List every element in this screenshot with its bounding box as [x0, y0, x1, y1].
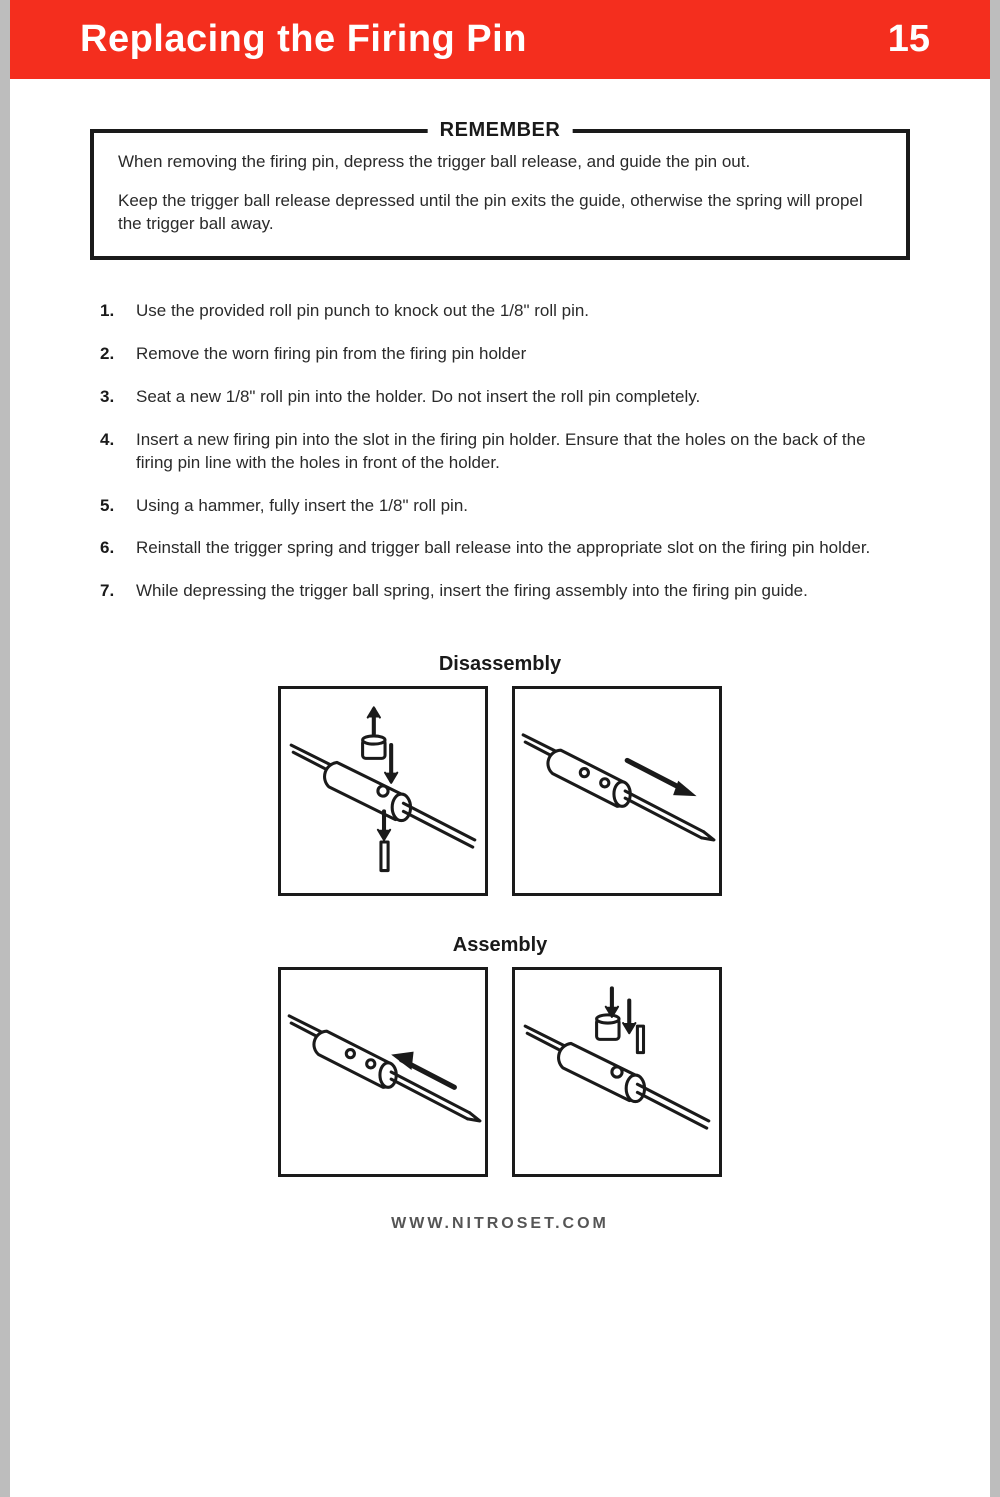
manual-page: Replacing the Firing Pin 15 REMEMBER Whe… — [10, 0, 990, 1497]
page-number: 15 — [888, 18, 930, 61]
instruction-step: Insert a new firing pin into the slot in… — [100, 429, 900, 475]
remember-label: REMEMBER — [428, 119, 573, 142]
assembly-heading: Assembly — [90, 934, 910, 957]
assembly-figure-2 — [512, 967, 722, 1177]
disassembly-row — [90, 686, 910, 896]
instruction-step: Seat a new 1/8" roll pin into the holder… — [100, 386, 900, 409]
page-title: Replacing the Firing Pin — [80, 18, 527, 61]
disassembly-figure-2 — [512, 686, 722, 896]
assembly-figure-1 — [278, 967, 488, 1177]
page-content: REMEMBER When removing the firing pin, d… — [10, 79, 990, 1233]
figures-section: Disassembly — [90, 653, 910, 1177]
remember-paragraph: When removing the firing pin, depress th… — [118, 151, 882, 174]
remember-callout: REMEMBER When removing the firing pin, d… — [90, 129, 910, 260]
instruction-step: While depressing the trigger ball spring… — [100, 580, 900, 603]
instruction-step: Use the provided roll pin punch to knock… — [100, 300, 900, 323]
instruction-step: Reinstall the trigger spring and trigger… — [100, 537, 900, 560]
disassembly-figure-1 — [278, 686, 488, 896]
footer-url: WWW.NITROSET.COM — [90, 1215, 910, 1233]
instruction-step: Using a hammer, fully insert the 1/8" ro… — [100, 495, 900, 518]
instruction-list: Use the provided roll pin punch to knock… — [90, 300, 910, 604]
assembly-row — [90, 967, 910, 1177]
instruction-step: Remove the worn firing pin from the firi… — [100, 343, 900, 366]
remember-paragraph: Keep the trigger ball release depressed … — [118, 190, 882, 236]
page-header: Replacing the Firing Pin 15 — [10, 0, 990, 79]
disassembly-heading: Disassembly — [90, 653, 910, 676]
